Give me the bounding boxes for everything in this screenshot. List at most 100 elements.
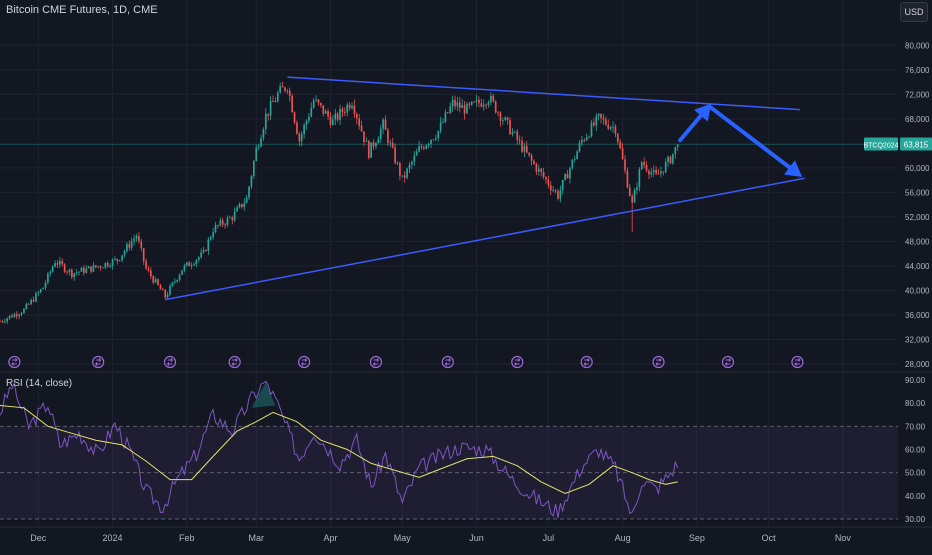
trendline-upper[interactable] xyxy=(287,76,800,111)
event-marker-icon[interactable] xyxy=(580,355,593,369)
candle xyxy=(353,99,356,118)
candle-body xyxy=(135,236,138,239)
candle-body xyxy=(616,133,619,142)
candle-body xyxy=(152,276,155,283)
candle xyxy=(188,260,191,267)
candle-body xyxy=(595,116,598,126)
last-price-label[interactable]: BTCQ2024 63,815 xyxy=(863,137,932,151)
event-marker-icon[interactable] xyxy=(228,355,241,369)
candle xyxy=(442,118,444,124)
candle-body xyxy=(502,120,504,121)
candle-body xyxy=(133,238,135,242)
candle-body xyxy=(245,197,248,204)
candle xyxy=(150,267,152,280)
currency-button[interactable]: USD xyxy=(900,2,928,22)
candle xyxy=(238,202,241,209)
candle-body xyxy=(159,284,162,290)
rsi-overbought-fill xyxy=(251,382,276,408)
candle xyxy=(284,86,286,93)
candle-body xyxy=(219,220,222,226)
candle-body xyxy=(614,126,617,134)
candle-body xyxy=(23,308,25,314)
candle-body xyxy=(351,105,353,109)
event-marker-icon[interactable] xyxy=(511,355,524,369)
candle xyxy=(478,96,480,108)
candle xyxy=(411,160,413,170)
candle-body xyxy=(509,119,511,135)
candle-body xyxy=(157,279,159,285)
candle xyxy=(375,141,377,150)
candle-body xyxy=(320,102,322,106)
candle xyxy=(423,145,425,151)
candle-body xyxy=(80,267,83,272)
event-marker-icon[interactable] xyxy=(163,355,177,369)
candle xyxy=(23,308,25,314)
candle xyxy=(85,265,88,274)
candle xyxy=(636,182,638,195)
candle-body xyxy=(403,175,406,178)
candle-body xyxy=(329,116,332,125)
event-marker-icon[interactable] xyxy=(791,355,804,369)
candle-body xyxy=(600,113,602,119)
event-marker-ring xyxy=(441,355,454,369)
candle xyxy=(406,167,408,180)
candle-body xyxy=(279,86,282,93)
event-marker-icon[interactable] xyxy=(298,355,311,369)
candle xyxy=(449,102,452,115)
event-marker-layer[interactable] xyxy=(8,355,804,369)
candle xyxy=(581,135,583,146)
event-marker-icon[interactable] xyxy=(652,355,665,369)
candle-body xyxy=(73,273,76,278)
candle xyxy=(595,113,598,132)
candle xyxy=(667,155,669,167)
rsi-tick-label: 90.00 xyxy=(905,376,926,385)
candle xyxy=(229,215,231,219)
projection-arrow[interactable] xyxy=(678,103,712,143)
candle-body xyxy=(418,146,420,152)
candle xyxy=(561,179,564,195)
date-tick-label: Apr xyxy=(323,533,337,543)
event-marker-icon[interactable] xyxy=(721,355,735,369)
candle xyxy=(176,279,179,284)
candle xyxy=(607,119,610,131)
candle xyxy=(564,173,566,181)
rsi-indicator-title[interactable]: RSI (14, close) xyxy=(6,378,73,389)
trendline-layer[interactable] xyxy=(165,76,805,301)
candle-body xyxy=(276,92,279,101)
candle-body xyxy=(78,271,80,273)
candle-body xyxy=(0,321,1,322)
rsi-line xyxy=(0,380,679,518)
event-marker-ring xyxy=(511,355,524,369)
projection-arrow[interactable] xyxy=(709,105,803,178)
candle-body xyxy=(628,187,631,197)
event-marker-icon[interactable] xyxy=(369,355,383,369)
candle xyxy=(600,113,602,124)
candle xyxy=(123,249,126,258)
event-marker-icon[interactable] xyxy=(92,355,105,369)
candle xyxy=(90,266,92,274)
candle xyxy=(415,148,418,156)
candle xyxy=(226,215,229,228)
candle xyxy=(576,149,578,160)
candle xyxy=(315,95,317,102)
event-marker-icon[interactable] xyxy=(8,355,21,369)
candle-body xyxy=(296,122,298,134)
candle xyxy=(487,100,490,108)
axis-layer: 80,00076,00072,00068,00064,00060,00056,0… xyxy=(30,41,932,543)
candle-body xyxy=(669,156,672,164)
candle xyxy=(588,135,590,139)
candle-body xyxy=(633,190,636,203)
trendline-lower[interactable] xyxy=(165,177,805,301)
candle-body xyxy=(578,142,581,152)
candle-body xyxy=(667,156,669,162)
candle-body xyxy=(30,299,32,305)
candle xyxy=(454,95,456,110)
candle-body xyxy=(190,265,193,267)
candle-body xyxy=(82,267,85,273)
symbol-title[interactable]: Bitcoin CME Futures, 1D, CME xyxy=(6,4,158,16)
date-tick-label: Nov xyxy=(835,533,852,543)
candle-body xyxy=(652,169,655,173)
event-marker-icon[interactable] xyxy=(441,355,454,369)
candle-body xyxy=(518,139,521,141)
